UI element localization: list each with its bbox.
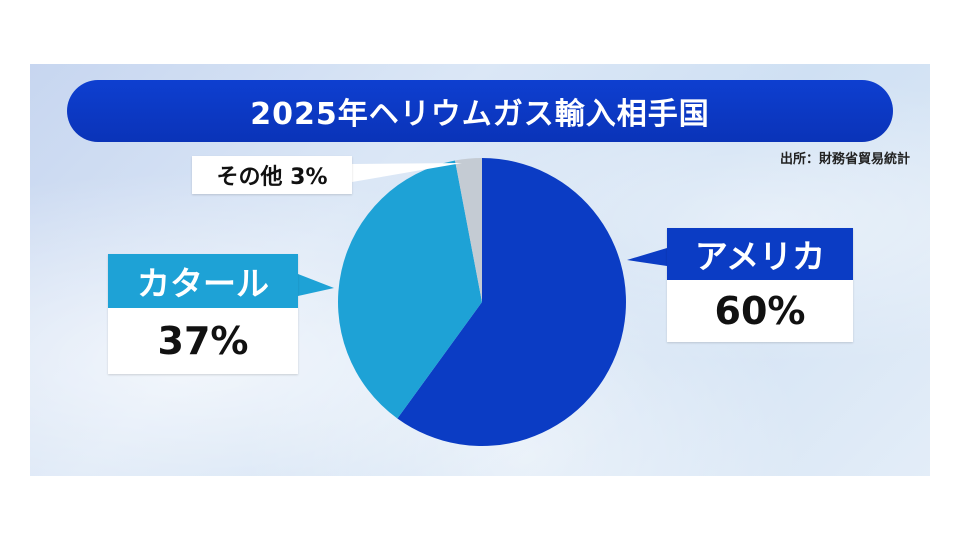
pie-slice-usa xyxy=(397,158,626,447)
slice-label-other: その他 3% xyxy=(192,156,352,194)
pie-slices xyxy=(338,158,626,447)
slice-name-qatar: カタール xyxy=(108,254,298,308)
slice-label-usa: アメリカ 60% xyxy=(667,228,853,342)
pointer-other xyxy=(352,163,462,182)
chart-title: 2025年ヘリウムガス輸入相手国 xyxy=(67,80,893,142)
slice-name-usa: アメリカ xyxy=(667,228,853,280)
chart-panel: 2025年ヘリウムガス輸入相手国 出所：財務省貿易統計 その他 3% カタール … xyxy=(30,64,930,476)
pie-slice-qatar xyxy=(338,160,482,419)
slice-value-qatar: 37% xyxy=(108,308,298,374)
pointer-usa xyxy=(627,248,667,266)
pie-slice-other xyxy=(455,158,482,302)
label-pointers xyxy=(298,163,667,296)
slice-label-qatar: カタール 37% xyxy=(108,254,298,374)
pointer-qatar xyxy=(298,274,334,296)
pie-chart xyxy=(298,158,667,447)
source-note: 出所：財務省貿易統計 xyxy=(779,152,910,167)
slice-value-usa: 60% xyxy=(667,280,853,342)
